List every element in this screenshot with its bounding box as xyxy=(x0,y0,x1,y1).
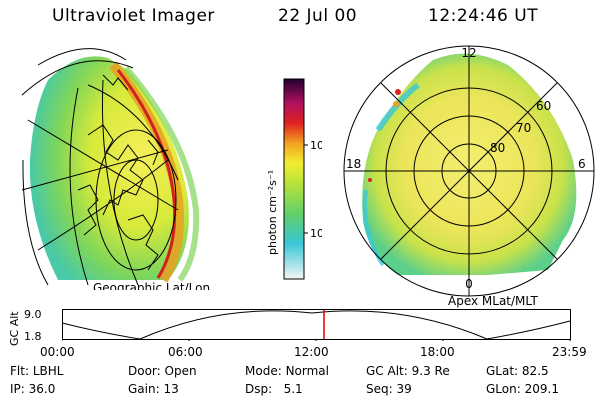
info-seq: Seq: 39 xyxy=(366,382,412,396)
altitude-timeline xyxy=(62,309,571,341)
info-gc-alt: GC Alt: 9.3 Re xyxy=(366,364,450,378)
timeline-tick-1800: 18:00 xyxy=(420,345,455,359)
colorbar-tick-10: 10 xyxy=(310,227,322,240)
right-panel-caption: Apex MLat/MLT xyxy=(448,294,538,308)
timeline-ymax: 9.0 xyxy=(24,308,42,321)
colorbar-scale xyxy=(283,78,305,280)
polar-grid xyxy=(343,45,595,297)
timeline-tick-0600: 06:00 xyxy=(168,345,203,359)
colorbar-label: photon cm⁻²s⁻¹ xyxy=(266,170,279,255)
mlat-label-80: 80 xyxy=(490,141,505,155)
colorbar: 100 10 photon cm⁻²s⁻¹ xyxy=(266,78,322,280)
altitude-curve xyxy=(62,310,571,340)
latlon-grid xyxy=(21,48,179,286)
coastlines xyxy=(77,74,159,271)
timeline-ylabel: GC Alt xyxy=(8,311,21,346)
polar-plot: 12 18 6 0 60 70 80 xyxy=(343,45,595,297)
info-dsp: Dsp: 5.1 xyxy=(245,382,303,396)
timeline-tick-0000: 00:00 xyxy=(40,345,75,359)
info-gain: Gain: 13 xyxy=(128,382,179,396)
info-mode: Mode: Normal xyxy=(245,364,329,378)
mlat-label-60: 60 xyxy=(536,99,551,113)
mlt-label-0: 0 xyxy=(465,277,473,291)
mlt-label-6: 6 xyxy=(578,157,586,171)
info-glon: GLon: 209.1 xyxy=(486,382,559,396)
mlt-label-18: 18 xyxy=(346,157,361,171)
info-flt: Flt: LBHL xyxy=(10,364,64,378)
timeline-ymin: 1.8 xyxy=(24,330,42,343)
geographic-map: Geographic Lat/Lon xyxy=(21,48,210,290)
mlat-label-70: 70 xyxy=(516,121,531,135)
time-label: 12:24:46 UT xyxy=(428,6,539,26)
timeline-tick-1200: 12:00 xyxy=(294,345,329,359)
info-door: Door: Open xyxy=(128,364,197,378)
info-glat: GLat: 82.5 xyxy=(486,364,549,378)
info-ip: IP: 36.0 xyxy=(10,382,56,396)
instrument-title: Ultraviolet Imager xyxy=(52,6,215,26)
left-panel-caption: Geographic Lat/Lon xyxy=(93,281,210,290)
date-label: 22 Jul 00 xyxy=(278,6,358,26)
mlt-label-12: 12 xyxy=(461,46,476,60)
timeline-tick-2359: 23:59 xyxy=(552,345,587,359)
colorbar-tick-100: 100 xyxy=(310,139,322,152)
